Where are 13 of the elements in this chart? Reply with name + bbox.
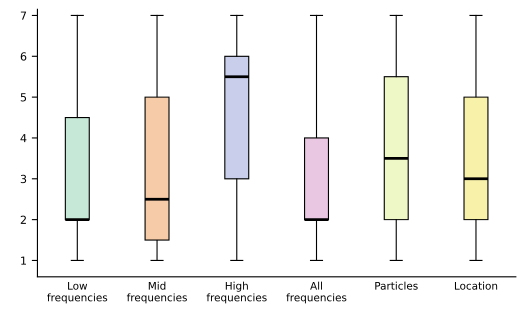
y-tick-label: 1 [21,256,26,265]
x-tick-label: High frequencies [206,282,267,304]
x-tick-label: All frequencies [286,282,346,304]
y-tick-label: 6 [20,52,26,61]
y-tick-label: 5 [20,93,26,102]
y-tick-label: 3 [20,174,26,184]
y-tick-label: 2 [20,216,26,224]
x-tick-label: Mid frequencies [126,282,187,304]
x-tick-label: Location [454,282,498,290]
x-tick-label: Low frequencies [47,282,108,304]
y-tick-label: 7 [20,12,26,20]
x-tick-label: Particles [375,282,418,290]
y-tick-label: 4 [20,134,26,142]
